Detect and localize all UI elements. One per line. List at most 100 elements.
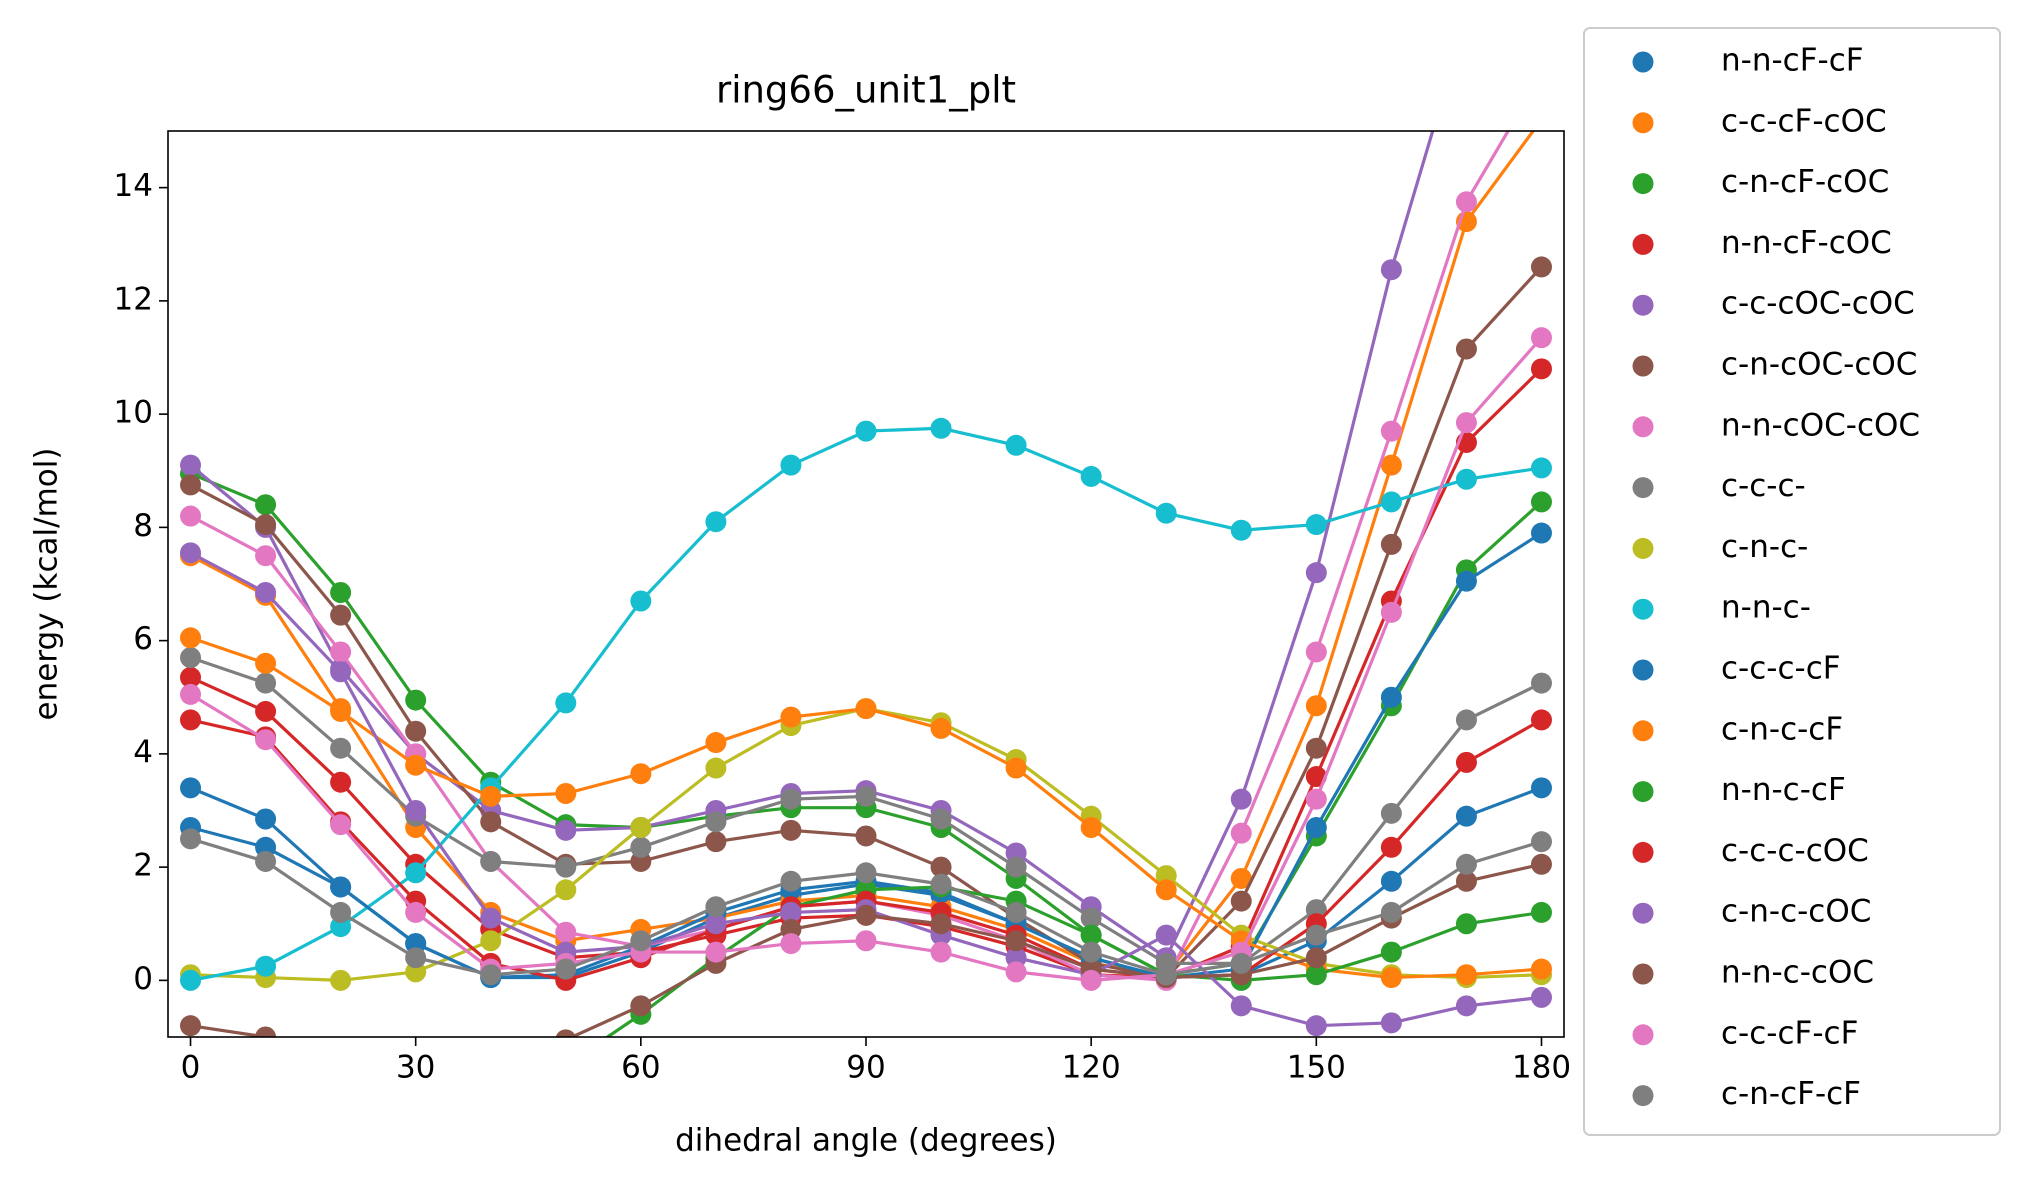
legend-marker <box>1632 1024 1654 1046</box>
data-point <box>1155 924 1177 946</box>
legend-label: n-n-c-cF <box>1721 772 1846 808</box>
data-point <box>1305 766 1327 788</box>
data-point <box>1530 491 1552 513</box>
data-point <box>705 831 727 853</box>
data-point <box>1005 961 1027 983</box>
legend-marker <box>1632 537 1654 559</box>
data-point <box>480 907 502 929</box>
data-point <box>1230 822 1252 844</box>
data-point <box>1305 924 1327 946</box>
data-point <box>780 933 802 955</box>
data-point <box>1380 601 1402 623</box>
data-point <box>480 964 502 986</box>
data-point <box>180 683 202 705</box>
legend-label: c-n-cOC-cOC <box>1721 347 1917 383</box>
data-point <box>1530 986 1552 1008</box>
data-point <box>330 969 352 991</box>
data-point <box>855 862 877 884</box>
data-point <box>1305 641 1327 663</box>
data-point <box>1305 816 1327 838</box>
data-point <box>330 876 352 898</box>
legend-label: n-n-cF-cOC <box>1721 225 1892 261</box>
data-point <box>180 1015 202 1037</box>
data-point <box>330 771 352 793</box>
data-point <box>1080 465 1102 487</box>
data-point <box>1305 562 1327 584</box>
data-point <box>480 1083 501 1104</box>
legend-marker <box>1632 416 1654 438</box>
data-point <box>180 666 202 688</box>
data-point <box>555 921 577 943</box>
y-tick-label: 10 <box>114 395 153 431</box>
data-point <box>1530 777 1552 799</box>
data-point <box>705 913 727 935</box>
data-point <box>555 856 577 878</box>
legend <box>1583 27 2001 1136</box>
data-point <box>330 581 352 603</box>
data-point <box>255 1026 277 1037</box>
data-point <box>1455 338 1477 360</box>
y-axis-label: energy (kcal/mol) <box>29 448 65 721</box>
data-point <box>1530 709 1552 731</box>
data-point <box>780 901 802 923</box>
y-tick-label: 0 <box>133 961 153 997</box>
data-point <box>780 819 802 841</box>
data-point <box>1080 969 1102 991</box>
data-point <box>705 811 727 833</box>
data-point <box>180 505 202 527</box>
data-point <box>705 896 727 918</box>
data-point <box>1455 191 1477 213</box>
data-point <box>255 808 277 830</box>
data-point <box>330 1140 351 1161</box>
data-point <box>330 901 352 923</box>
data-point <box>1530 256 1552 278</box>
data-point <box>1080 924 1102 946</box>
y-tick-label: 6 <box>133 621 153 657</box>
data-point <box>930 717 952 739</box>
data-point <box>330 814 352 836</box>
legend-label: c-c-cOC-cOC <box>1721 286 1915 322</box>
data-point <box>330 737 352 759</box>
data-point <box>1305 1015 1327 1037</box>
data-point <box>1530 522 1552 544</box>
data-point <box>180 454 202 476</box>
data-point <box>780 706 802 728</box>
data-point <box>1530 831 1552 853</box>
legend-label: n-n-c- <box>1721 590 1811 626</box>
data-point <box>1456 7 1477 28</box>
data-point <box>630 763 652 785</box>
data-point <box>780 870 802 892</box>
data-point <box>330 661 352 683</box>
data-point <box>630 590 652 612</box>
data-point <box>555 1055 576 1076</box>
data-point <box>480 811 502 833</box>
data-point <box>1380 454 1402 476</box>
data-point <box>1305 514 1327 536</box>
data-point <box>255 514 277 536</box>
data-point <box>1380 1012 1402 1034</box>
data-point <box>255 850 277 872</box>
data-point <box>555 783 577 805</box>
data-point <box>1380 802 1402 824</box>
data-point <box>1530 901 1552 923</box>
data-point <box>1005 434 1027 456</box>
data-point <box>255 652 277 674</box>
data-point <box>855 904 877 926</box>
data-point <box>930 913 952 935</box>
data-point <box>180 627 202 649</box>
data-point <box>780 454 802 476</box>
data-point <box>330 641 352 663</box>
legend-label: c-c-cF-cOC <box>1721 103 1887 139</box>
chart-title: ring66_unit1_plt <box>716 69 1016 112</box>
data-point <box>1080 907 1102 929</box>
data-point <box>180 542 202 564</box>
data-point <box>255 729 277 751</box>
legend-marker <box>1632 294 1654 316</box>
data-point <box>1380 870 1402 892</box>
legend-marker <box>1632 781 1654 803</box>
data-point <box>1455 964 1477 986</box>
data-point <box>1455 870 1477 892</box>
data-point <box>930 873 952 895</box>
data-point <box>630 816 652 838</box>
